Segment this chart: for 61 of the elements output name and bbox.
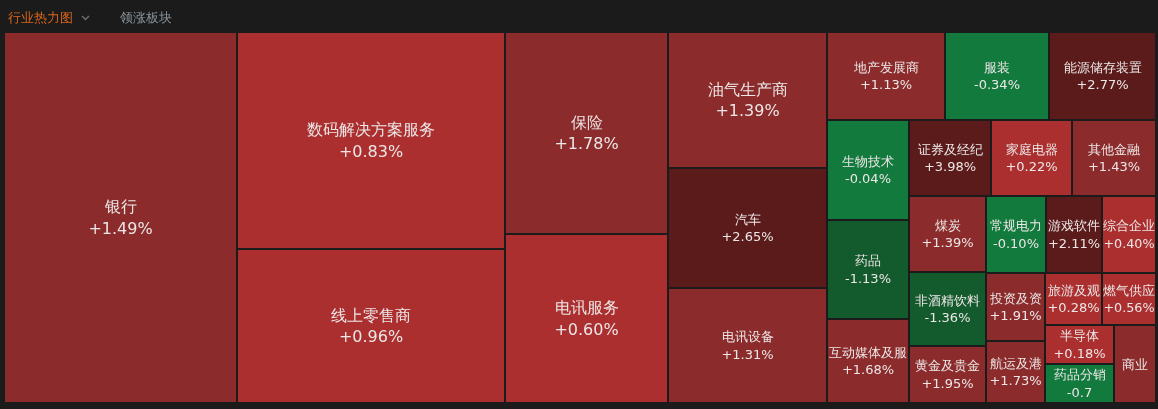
- category-label: 汽车: [734, 211, 761, 227]
- category-label: 燃气供应: [1103, 282, 1155, 298]
- category-label: 半导体: [1060, 328, 1099, 344]
- data-label: -0.34%: [974, 77, 1020, 93]
- data-label: +1.39%: [921, 235, 974, 251]
- category-label: 黄金及贵金: [915, 358, 980, 374]
- data-label: +2.77%: [1076, 77, 1129, 93]
- category-label: 服装: [984, 59, 1010, 75]
- data-label: +1.78%: [554, 134, 619, 154]
- data-label: +0.83%: [338, 141, 404, 161]
- data-label: +1.73%: [989, 373, 1042, 389]
- data-label: +1.91%: [989, 308, 1042, 324]
- category-label: 药品: [855, 253, 881, 269]
- data-label: +0.40%: [1103, 235, 1155, 251]
- data-label: +0.56%: [1103, 300, 1155, 316]
- category-label: 银行: [103, 197, 137, 217]
- data-label: +1.13%: [859, 77, 913, 93]
- category-label: 非酒精饮料: [915, 292, 980, 308]
- data-label: -0.04%: [845, 171, 891, 187]
- category-label: 电讯服务: [554, 298, 619, 318]
- category-label: 保险: [570, 112, 603, 132]
- category-label: 生物技术: [842, 153, 894, 169]
- data-label: +0.18%: [1053, 345, 1106, 361]
- data-label: +1.68%: [841, 362, 895, 378]
- category-label: 证券及经纪: [917, 141, 983, 157]
- text: 领涨板块: [120, 9, 172, 27]
- category-label: 航运及港: [989, 355, 1042, 371]
- category-label: 家庭电器: [1005, 141, 1058, 157]
- category-label: 常规电力: [990, 218, 1042, 234]
- data-label: -1.36%: [924, 310, 971, 326]
- data-label: +1.43%: [1087, 159, 1141, 175]
- data-label: -1.13%: [845, 270, 891, 286]
- data-label: +3.98%: [923, 159, 977, 175]
- category-label: 地产发展商: [852, 59, 919, 75]
- data-label: +1.95%: [921, 375, 974, 391]
- data-label: +0.96%: [338, 327, 404, 347]
- category-label: 煤炭: [934, 217, 961, 233]
- category-label: 互动媒体及服: [829, 344, 907, 360]
- category-label: 商业: [1122, 356, 1148, 372]
- category-label: 药品分销: [1053, 367, 1106, 383]
- category-label: 油气生产商: [707, 79, 788, 99]
- category-label: 电讯设备: [721, 329, 774, 345]
- data-label: +0.22%: [1005, 159, 1058, 175]
- data-label: +2.65%: [721, 229, 774, 245]
- category-label: 其他金融: [1088, 141, 1140, 157]
- category-label: 投资及资: [988, 290, 1042, 306]
- data-label: +1.49%: [88, 218, 153, 238]
- category-label: 综合企业: [1103, 218, 1155, 234]
- data-label: -0.10%: [993, 235, 1039, 251]
- category-label: 旅游及观: [1047, 282, 1100, 298]
- data-label: +0.28%: [1047, 300, 1100, 316]
- data-label: -0.7: [1066, 384, 1093, 400]
- data-label: +0.60%: [554, 319, 619, 339]
- data-label: +1.31%: [721, 346, 774, 362]
- category-label: 能源储存装置: [1063, 59, 1142, 75]
- category-label: 游戏软件: [1048, 218, 1100, 234]
- data-label: +1.39%: [715, 101, 780, 121]
- data-label: +2.11%: [1047, 235, 1101, 251]
- category-label: 数码解决方案服务: [307, 120, 435, 140]
- category-label: 线上零售商: [331, 305, 411, 325]
- text: 行业热力图: [8, 9, 73, 27]
